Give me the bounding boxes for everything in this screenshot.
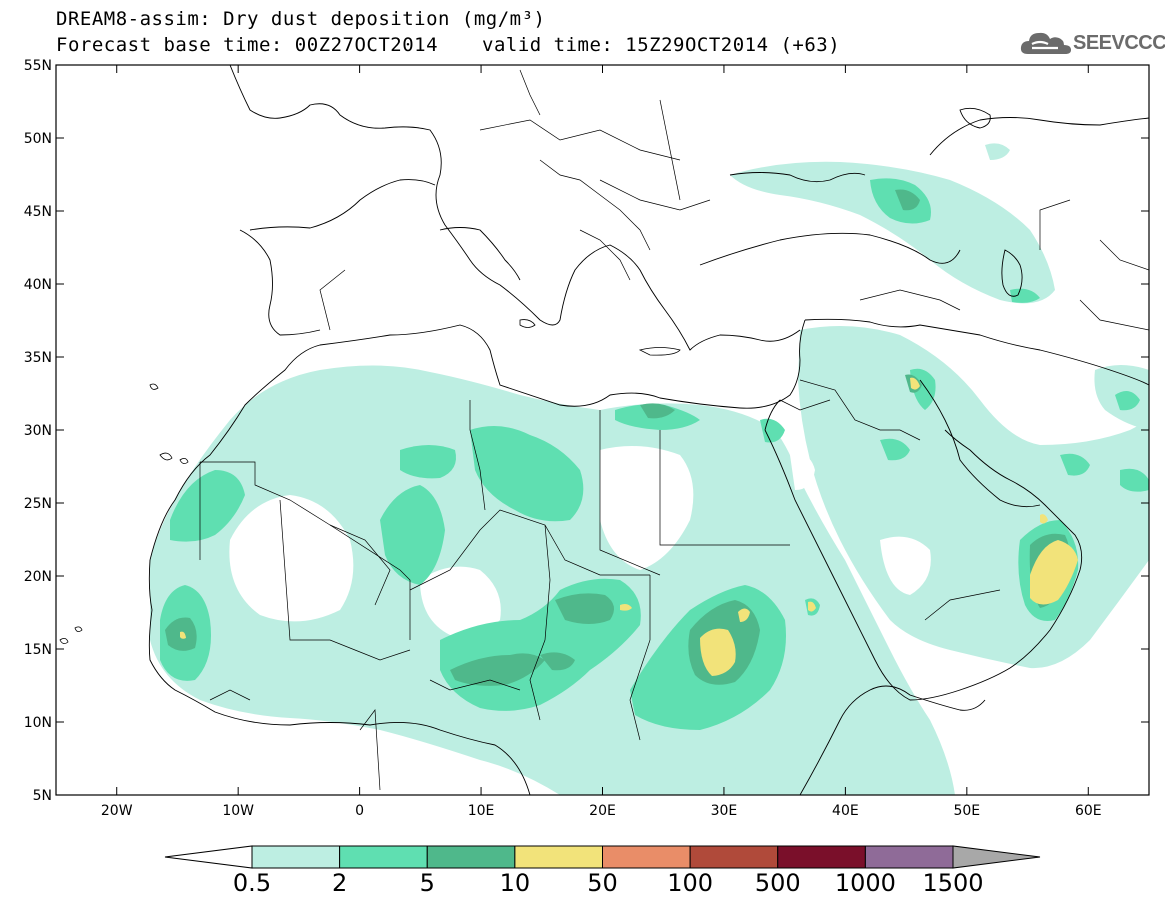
lon-tick-label: 20W [101, 803, 133, 819]
colorbar [164, 845, 1041, 869]
lat-tick-label: 55N [24, 58, 52, 74]
colorbar-over-arrow [952, 845, 1041, 869]
map-title: DREAM8-assim: Dry dust deposition (mg/m³… [56, 8, 546, 30]
lat-tick-label: 5N [33, 788, 52, 804]
colorbar-level-label: 1500 [922, 869, 984, 897]
lat-tick-label: 25N [24, 496, 52, 512]
lon-tick-label: 0 [355, 803, 364, 819]
colorbar-swatch [514, 845, 603, 869]
colorbar-swatch [251, 845, 341, 869]
colorbar-level-label: 0.5 [232, 869, 272, 897]
lat-tick-label: 50N [24, 131, 52, 147]
valid-time: valid time: 15Z29OCT2014 (+63) [482, 34, 841, 56]
seevccc-logo: SEEVCCC [1018, 24, 1165, 64]
contour-level-10 [180, 377, 1078, 676]
country-borders [199, 69, 1149, 791]
forecast-base-time: Forecast base time: 00Z27OCT2014 [56, 34, 439, 56]
colorbar-swatch [602, 845, 691, 869]
contour-holes [229, 446, 931, 636]
islands [59, 319, 681, 644]
cloud-icon [1020, 32, 1071, 54]
logo-text: SEEVCCC [1073, 32, 1165, 54]
lat-tick-label: 20N [24, 569, 52, 585]
colorbar-swatch [689, 845, 779, 869]
lon-tick-label: 40E [832, 803, 859, 819]
colorbar-swatch [426, 845, 516, 869]
lat-tick-label: 35N [24, 350, 52, 366]
lat-tick-label: 10N [24, 715, 52, 731]
colorbar-under-arrow [164, 845, 253, 869]
coastlines [148, 65, 1149, 795]
colorbar-level-label: 100 [667, 869, 714, 897]
lon-tick-label: 10W [222, 803, 254, 819]
lat-tick-label: 45N [24, 204, 52, 220]
lat-tick-label: 30N [24, 423, 52, 439]
lon-tick-label: 10E [468, 803, 495, 819]
map-plot-area [56, 65, 1149, 795]
colorbar-swatch [777, 845, 866, 869]
lon-tick-label: 50E [953, 803, 980, 819]
colorbar-swatch [339, 845, 428, 869]
colorbar-level-label: 5 [419, 869, 435, 897]
lon-tick-label: 60E [1075, 803, 1102, 819]
colorbar-level-label: 50 [587, 869, 618, 897]
colorbar-level-label: 500 [754, 869, 801, 897]
lon-tick-label: 20E [589, 803, 616, 819]
lon-tick-label: 30E [711, 803, 738, 819]
colorbar-level-label: 2 [331, 869, 348, 897]
lat-tick-label: 40N [24, 277, 52, 293]
colorbar-level-label: 1000 [834, 869, 896, 897]
colorbar-swatch [864, 845, 954, 869]
colorbar-level-label: 10 [499, 869, 531, 897]
axis-ticks: 55N 50N 45N 40N 35N 30N 25N 20N 15N 10N 5N 20W 10W 0 1… [24, 58, 1149, 819]
lat-tick-label: 15N [24, 642, 52, 658]
